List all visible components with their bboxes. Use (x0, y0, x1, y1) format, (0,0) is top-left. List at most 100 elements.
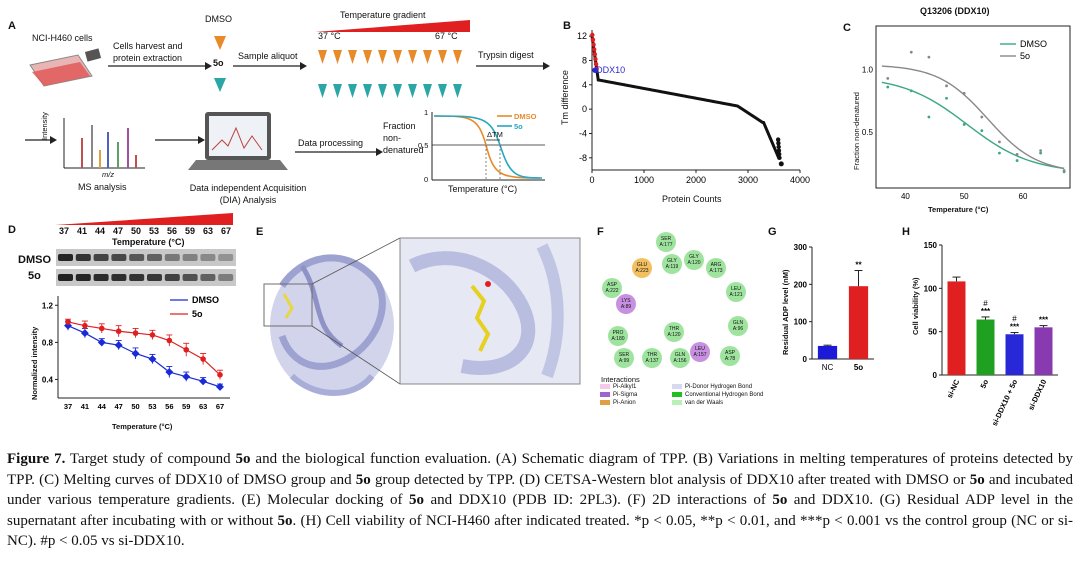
panel-e-label: E (256, 226, 264, 238)
c-ytick-label: 0.5 (862, 128, 874, 137)
d-line-chart: 0.4 0.8 1.2 37 41 44 47 50 53 56 59 63 67 DMSO 5o (42, 295, 230, 411)
chartG-bar (848, 286, 869, 359)
tube-5o-icon (423, 84, 432, 98)
blot-band (93, 274, 109, 281)
chartH-bar (1005, 334, 1024, 375)
f-residue: THR A:120 (664, 322, 684, 342)
f-legend-item: Pi-Sigma (600, 392, 637, 398)
mz-label: m/z (102, 170, 115, 179)
tube-row-5o (318, 84, 462, 98)
tube-dmso-icon (408, 50, 417, 64)
tube-5o-icon (378, 84, 387, 98)
panel-d-label: D (8, 224, 16, 236)
chartG-bar (817, 345, 838, 359)
d-line-DMSO (67, 325, 221, 388)
tube-dmso-icon (453, 50, 462, 64)
laptop-icon (188, 112, 288, 170)
b-ytick-label: 8 (582, 55, 587, 65)
f-residue: ASP A:78 (720, 346, 740, 366)
blot-band (75, 274, 91, 281)
tube-dmso-icon (393, 50, 402, 64)
chartH-xtick-label: si-DDX10 + 5o (990, 378, 1020, 428)
d-xtick-label: 41 (81, 402, 89, 411)
h-ylabel: Cell viability (%) (911, 277, 920, 335)
so-label: 5o (213, 58, 224, 68)
caption-s1: Target study of compound (65, 451, 236, 467)
c-title: Q13206 (DDX10) (920, 6, 990, 16)
d-temp-tick: 44 (94, 226, 105, 236)
ms-spectrum-icon (63, 118, 145, 169)
d-xlabel: Temperature (°C) (112, 422, 173, 431)
b-xtick-label: 3000 (738, 175, 758, 185)
panel-c-label: C (843, 22, 851, 34)
b-top-point (591, 47, 597, 52)
f-residue: THR A:137 (642, 348, 662, 368)
tube-5o-icon (453, 84, 462, 98)
chartH-bar (1034, 327, 1053, 375)
f-residue: LEU A:121 (726, 282, 746, 302)
d-gradient-wedge (55, 213, 233, 225)
chartG-ytick-label: 200 (794, 280, 808, 289)
d-xtick-label: 53 (148, 402, 156, 411)
a-ytick-1: 1 (424, 108, 429, 117)
b-highlight-point (592, 67, 598, 73)
chartH-bar (947, 281, 966, 375)
tube-dmso-icon (318, 50, 327, 64)
legend-dmso: DMSO (514, 112, 537, 121)
b-tail-point (777, 151, 782, 157)
d-xtick-label: 37 (64, 402, 72, 411)
ms-label: MS analysis (78, 182, 127, 192)
c-point (998, 140, 1001, 144)
tube-5o-icon (438, 84, 447, 98)
b-highlight-label: DDX10 (596, 65, 625, 75)
blot-band (164, 254, 180, 261)
chartH-ytick-label: 50 (928, 328, 937, 337)
tube-5o-icon (408, 84, 417, 98)
d-xtick-label: 44 (98, 402, 107, 411)
f-legend-item: Conventional Hydrogen Bond (672, 392, 763, 398)
caption-s2: and the biological function evaluation. … (7, 451, 1074, 488)
tube-5o-icon (333, 84, 342, 98)
adp-bar-chart: 0 100 200 300 NC 5o ** (794, 243, 874, 372)
caption-s7: . (H) Cell viability of NCI-H460 after i… (7, 512, 1073, 550)
c-point (962, 91, 966, 95)
chartH-xtick-label: si-NC (945, 378, 962, 400)
f-residue: GLN A:156 (670, 348, 690, 368)
panel-a-diagram (25, 20, 550, 181)
tm-difference-chart: 12 8 4 0 -4 -8 0 1000 2000 3000 4000 DDX10 (577, 30, 810, 185)
cells-label: NCI-H460 cells (32, 33, 93, 43)
d-temp-tick: 41 (76, 226, 87, 236)
d-temp-tick: 47 (112, 226, 123, 236)
c-point (945, 84, 948, 88)
blot-band (58, 254, 73, 261)
tube-dmso-icon (378, 50, 387, 64)
d-point (65, 319, 71, 325)
c-curve-5o (881, 65, 1065, 170)
blot-band (111, 274, 127, 281)
caption-s5: and DDX10 (PDB ID: 2PL3). (F) 2D interac… (423, 492, 773, 508)
f-residue: LYS A:89 (616, 294, 636, 314)
d-xtick-label: 63 (199, 402, 207, 411)
b-tail-point (776, 141, 781, 146)
panel-h-label: H (902, 226, 910, 238)
b-top-point (593, 61, 599, 67)
c-point (945, 96, 948, 100)
b-top-point (590, 32, 595, 38)
b-xtick-label: 2000 (686, 175, 706, 185)
d-temp-tick: 53 (148, 226, 159, 236)
chartG-ytick-label: 0 (803, 355, 808, 364)
b-top-point (592, 52, 598, 57)
b-ytick-label: 0 (582, 104, 587, 114)
caption-s4: and incubated under various temperature … (7, 471, 1073, 509)
d-temp-tick: 56 (166, 226, 177, 236)
chartH-xtick-label: 5o (978, 378, 990, 390)
blot-band (147, 254, 162, 261)
gradient-label: Temperature gradient (340, 10, 426, 20)
c-point (886, 76, 890, 80)
blot-band (218, 254, 234, 261)
f-residue: SER A:177 (656, 232, 676, 252)
c-point (1062, 169, 1066, 172)
t-high-label: 67 °C (435, 31, 458, 41)
f-legend-item: van der Waals (672, 400, 723, 406)
caption-c4: 5o (408, 492, 424, 508)
